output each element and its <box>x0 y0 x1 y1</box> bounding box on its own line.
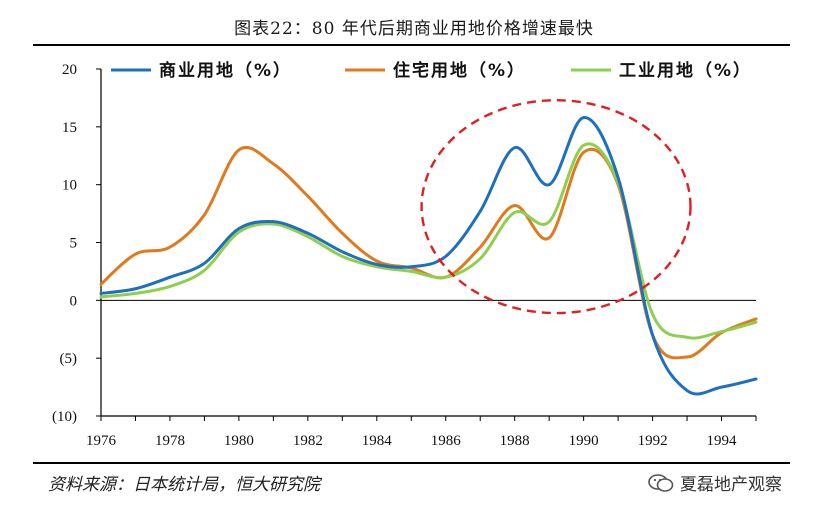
legend-label-2: 工业用地（%） <box>619 60 752 81</box>
chart-axes <box>100 69 756 417</box>
y-tick-label: 0 <box>70 293 78 309</box>
footer-rule <box>33 462 790 464</box>
x-tick-label: 1982 <box>293 433 323 449</box>
x-tick-label: 1988 <box>500 433 530 449</box>
x-tick-label: 1980 <box>224 433 254 449</box>
legend-label-1: 住宅用地（%） <box>393 60 526 81</box>
y-tick-label: (5) <box>60 351 78 367</box>
source-note: 资料来源：日本统计局，恒大研究院 <box>48 475 320 495</box>
y-tick-label: 5 <box>70 236 78 252</box>
x-tick-label: 1978 <box>155 433 185 449</box>
watermark-text: 夏磊地产观察 <box>680 475 782 495</box>
y-tick-label: 10 <box>62 178 77 194</box>
x-tick-label: 1990 <box>569 433 599 449</box>
series-line-2 <box>99 142 758 340</box>
x-tick-label: 1994 <box>707 433 738 449</box>
highlight-ellipse <box>420 99 692 315</box>
x-tick-label: 1992 <box>638 433 668 449</box>
series-line-0 <box>99 116 758 396</box>
chart-legend: 商业用地（%） 住宅用地（%） 工业用地（%） <box>111 60 752 81</box>
wechat-icon <box>648 473 674 492</box>
x-tick-label: 1976 <box>86 433 117 449</box>
legend-label-0: 商业用地（%） <box>159 60 292 81</box>
y-tick-label: 15 <box>62 120 77 136</box>
y-tick-label: (10) <box>52 409 77 425</box>
x-tick-label: 1986 <box>431 433 462 449</box>
title-rule <box>33 44 790 46</box>
line-chart: 20 15 10 5 0 (5) (10) 1976 1978 1980 1982 1984 1986 1… <box>52 60 758 449</box>
chart-title: 图表22：80 年代后期商业用地价格增速最快 <box>234 19 594 39</box>
chart-series <box>99 116 758 396</box>
y-tick-label: 20 <box>62 62 77 78</box>
watermark: 夏磊地产观察 <box>648 470 782 495</box>
x-tick-label: 1984 <box>362 433 393 449</box>
axis-ticks: 20 15 10 5 0 (5) (10) 1976 1978 1980 1982 1984 1986 1… <box>52 62 757 449</box>
chart-annotation <box>420 99 692 315</box>
